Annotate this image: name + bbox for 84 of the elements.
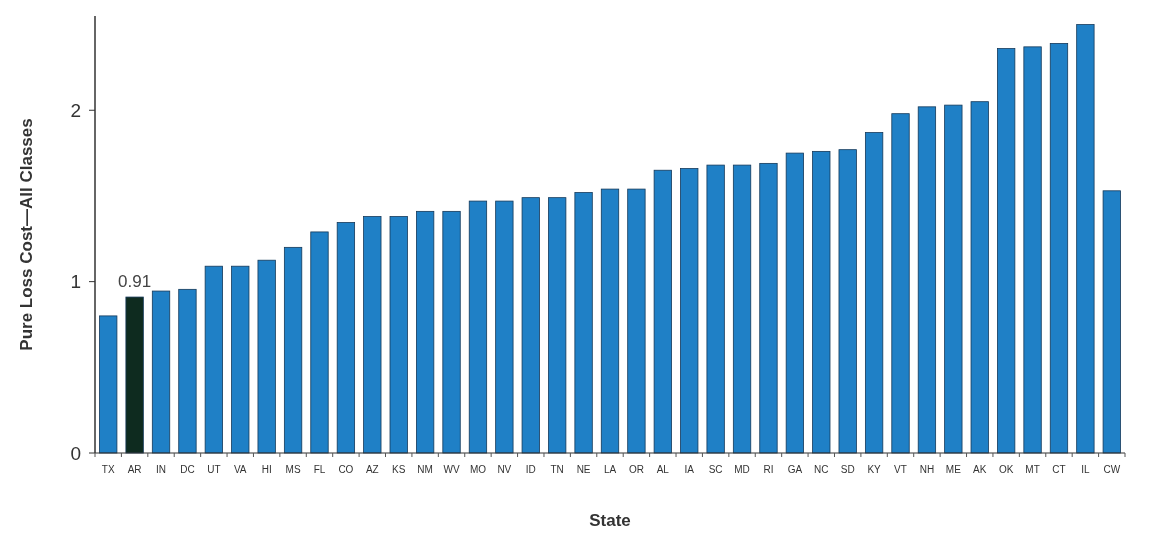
x-tick-label: UT (207, 464, 221, 475)
bar (732, 164, 752, 454)
bar (944, 104, 963, 454)
x-tick-label: ME (945, 464, 962, 475)
bar (680, 168, 699, 454)
x-tick-label: IN (156, 464, 167, 475)
bar (600, 188, 620, 454)
bar (99, 315, 118, 454)
bar (151, 290, 171, 454)
x-tick-label: NH (919, 464, 935, 475)
bar (495, 200, 514, 454)
x-tick-label: RI (763, 464, 774, 475)
x-tick-label: FL (313, 464, 326, 475)
x-tick-label: LA (603, 464, 617, 475)
bar (336, 222, 356, 454)
y-tick-label: 2 (70, 99, 81, 121)
bar (653, 169, 672, 454)
bar (864, 132, 884, 454)
bar (997, 48, 1016, 454)
bar (1102, 190, 1121, 454)
bar (310, 231, 329, 454)
bar (1076, 24, 1095, 454)
x-tick-label: SD (840, 464, 855, 475)
x-tick-label: VT (894, 464, 907, 475)
x-tick-label: CO (338, 464, 354, 475)
x-tick-label: TN (550, 464, 564, 475)
x-tick-label: CW (1103, 464, 1121, 475)
bar (1023, 46, 1042, 454)
bar (1049, 43, 1069, 454)
x-tick-label: AL (656, 464, 670, 475)
x-tick-label: MS (285, 464, 301, 475)
bar (231, 265, 250, 454)
x-tick-label: ID (525, 464, 536, 475)
bar (521, 197, 540, 454)
bar (706, 164, 725, 454)
x-tick-label: DC (180, 464, 195, 475)
x-tick-label: IL (1081, 464, 1090, 475)
bar (389, 216, 408, 454)
x-tick-label: MT (1025, 464, 1040, 475)
x-tick-label: VA (233, 464, 247, 475)
x-tick-label: MD (734, 464, 750, 475)
x-tick-label: KY (867, 464, 882, 475)
bar (812, 150, 831, 454)
x-tick-label: SC (708, 464, 723, 475)
bar (627, 188, 646, 454)
x-tick-label: WV (443, 464, 460, 475)
y-tick-label: 0 (70, 442, 81, 464)
bar (759, 162, 778, 454)
bar (574, 192, 593, 454)
x-tick-label: OK (998, 464, 1014, 475)
x-tick-label: MO (469, 464, 487, 475)
data-label: 0.91 (118, 272, 152, 292)
bar (970, 101, 989, 454)
bar (125, 296, 144, 454)
x-tick-label: TX (101, 464, 115, 475)
bar (468, 200, 488, 454)
x-tick-label: AK (973, 464, 987, 475)
bar (917, 106, 937, 454)
x-axis-title: State (589, 511, 631, 530)
x-tick-label: NV (497, 464, 512, 475)
x-tick-label: AZ (365, 464, 379, 475)
x-tick-label: HI (261, 464, 272, 475)
x-tick-label: NE (576, 464, 591, 475)
x-tick-label: GA (787, 464, 803, 475)
bar (838, 149, 857, 454)
bar (416, 210, 435, 454)
x-tick-label: NM (417, 464, 433, 475)
bar (785, 152, 804, 454)
bar (283, 246, 303, 454)
bar (204, 265, 223, 454)
y-axis-title: Pure Loss Cost—All Classes (17, 118, 36, 351)
bar (548, 197, 567, 454)
x-tick-label: NC (814, 464, 829, 475)
bar (891, 113, 910, 454)
bar (257, 259, 276, 454)
x-tick-label: IA (684, 464, 695, 475)
x-tick-label: CT (1052, 464, 1066, 475)
y-tick-label: 1 (70, 271, 81, 293)
bar (442, 210, 461, 454)
bar (178, 288, 197, 454)
x-tick-label: KS (392, 464, 406, 475)
x-tick-label: AR (127, 464, 142, 475)
x-tick-label: OR (628, 464, 644, 475)
bar (363, 216, 382, 454)
